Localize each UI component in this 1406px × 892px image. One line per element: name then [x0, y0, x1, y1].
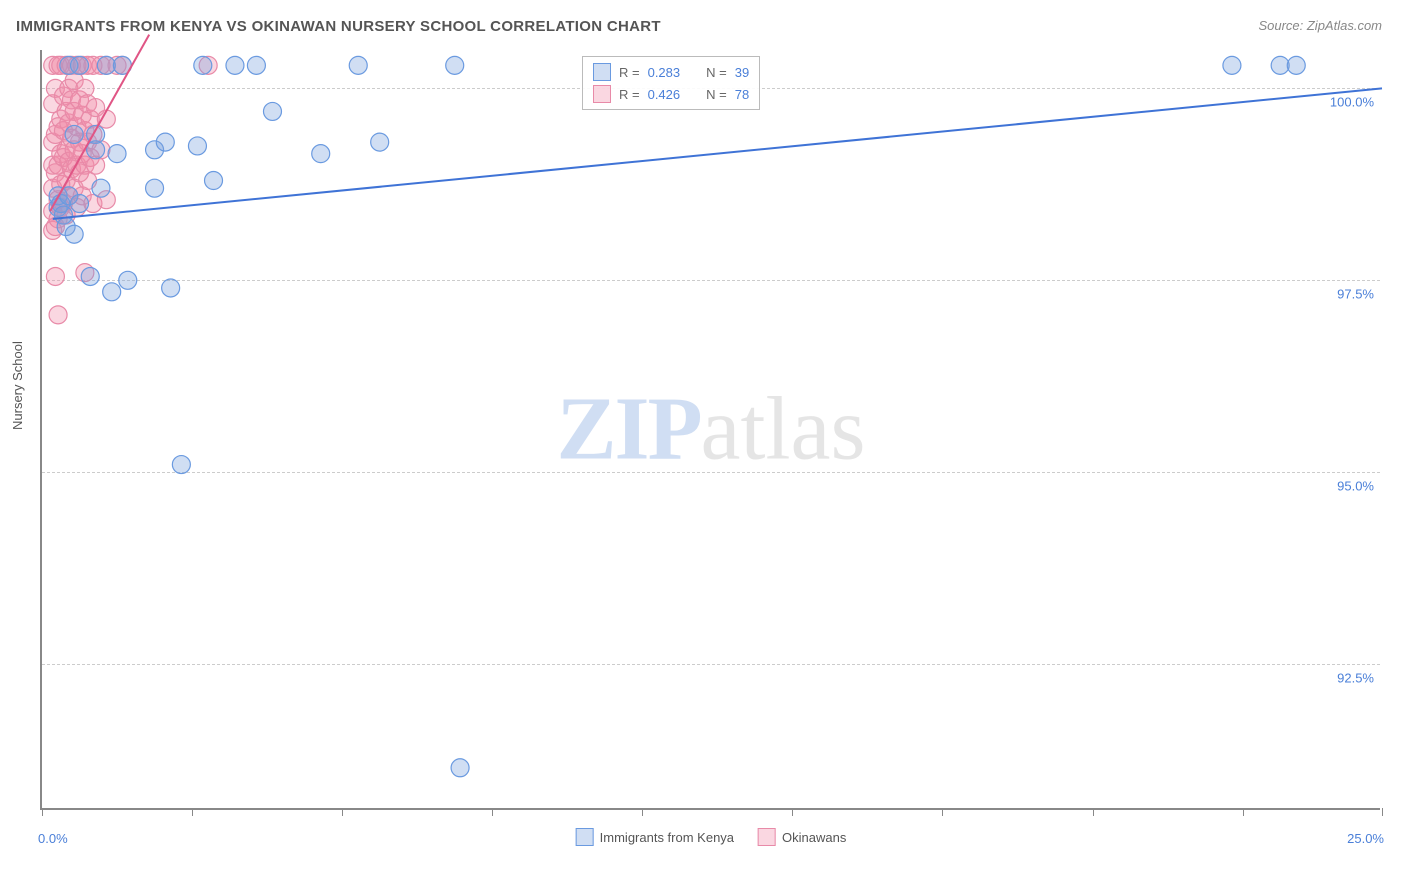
- data-point-kenya: [119, 271, 137, 289]
- data-point-kenya: [156, 133, 174, 151]
- n-value-okinawans: 78: [735, 87, 749, 102]
- legend-stats: R = 0.283 N = 39 R = 0.426 N = 78: [582, 56, 760, 110]
- n-label: N =: [706, 87, 727, 102]
- data-point-kenya: [103, 283, 121, 301]
- r-value-okinawans: 0.426: [648, 87, 681, 102]
- data-point-kenya: [146, 179, 164, 197]
- data-point-kenya: [65, 225, 83, 243]
- data-point-kenya: [1287, 56, 1305, 74]
- r-value-kenya: 0.283: [648, 65, 681, 80]
- data-point-kenya: [71, 195, 89, 213]
- r-label: R =: [619, 87, 640, 102]
- data-point-kenya: [87, 141, 105, 159]
- data-point-kenya: [1223, 56, 1241, 74]
- n-label: N =: [706, 65, 727, 80]
- data-point-kenya: [446, 56, 464, 74]
- data-point-kenya: [349, 56, 367, 74]
- x-start-label: 0.0%: [38, 831, 68, 846]
- legend-item-okinawans: Okinawans: [758, 828, 846, 846]
- data-point-kenya: [451, 759, 469, 777]
- data-point-kenya: [97, 56, 115, 74]
- data-point-kenya: [263, 102, 281, 120]
- data-point-kenya: [172, 456, 190, 474]
- chart-title: IMMIGRANTS FROM KENYA VS OKINAWAN NURSER…: [16, 18, 661, 35]
- plot-area: ZIPatlas 100.0%97.5%95.0%92.5% R = 0.283…: [40, 50, 1380, 810]
- data-point-kenya: [92, 179, 110, 197]
- data-point-kenya: [162, 279, 180, 297]
- legend-row-okinawans: R = 0.426 N = 78: [593, 83, 749, 105]
- legend-row-kenya: R = 0.283 N = 39: [593, 61, 749, 83]
- data-point-kenya: [1271, 56, 1289, 74]
- legend-label-okinawans: Okinawans: [782, 830, 846, 845]
- swatch-okinawans: [593, 85, 611, 103]
- scatter-svg: [42, 50, 1382, 810]
- data-point-kenya: [226, 56, 244, 74]
- data-point-kenya: [108, 145, 126, 163]
- n-value-kenya: 39: [735, 65, 749, 80]
- data-point-kenya: [71, 56, 89, 74]
- swatch-okinawans-icon: [758, 828, 776, 846]
- data-point-kenya: [312, 145, 330, 163]
- data-point-okinawans: [46, 267, 64, 285]
- data-point-kenya: [188, 137, 206, 155]
- source-label: Source: ZipAtlas.com: [1258, 18, 1382, 33]
- data-point-okinawans: [49, 306, 67, 324]
- data-point-kenya: [81, 267, 99, 285]
- data-point-kenya: [194, 56, 212, 74]
- data-point-kenya: [371, 133, 389, 151]
- legend-label-kenya: Immigrants from Kenya: [600, 830, 734, 845]
- swatch-kenya-icon: [576, 828, 594, 846]
- data-point-kenya: [247, 56, 265, 74]
- data-point-kenya: [205, 172, 223, 190]
- x-end-label: 25.0%: [1347, 831, 1384, 846]
- r-label: R =: [619, 65, 640, 80]
- legend-item-kenya: Immigrants from Kenya: [576, 828, 734, 846]
- y-axis-label: Nursery School: [10, 341, 25, 430]
- data-point-kenya: [65, 125, 83, 143]
- swatch-kenya: [593, 63, 611, 81]
- legend-bottom: Immigrants from Kenya Okinawans: [576, 828, 847, 846]
